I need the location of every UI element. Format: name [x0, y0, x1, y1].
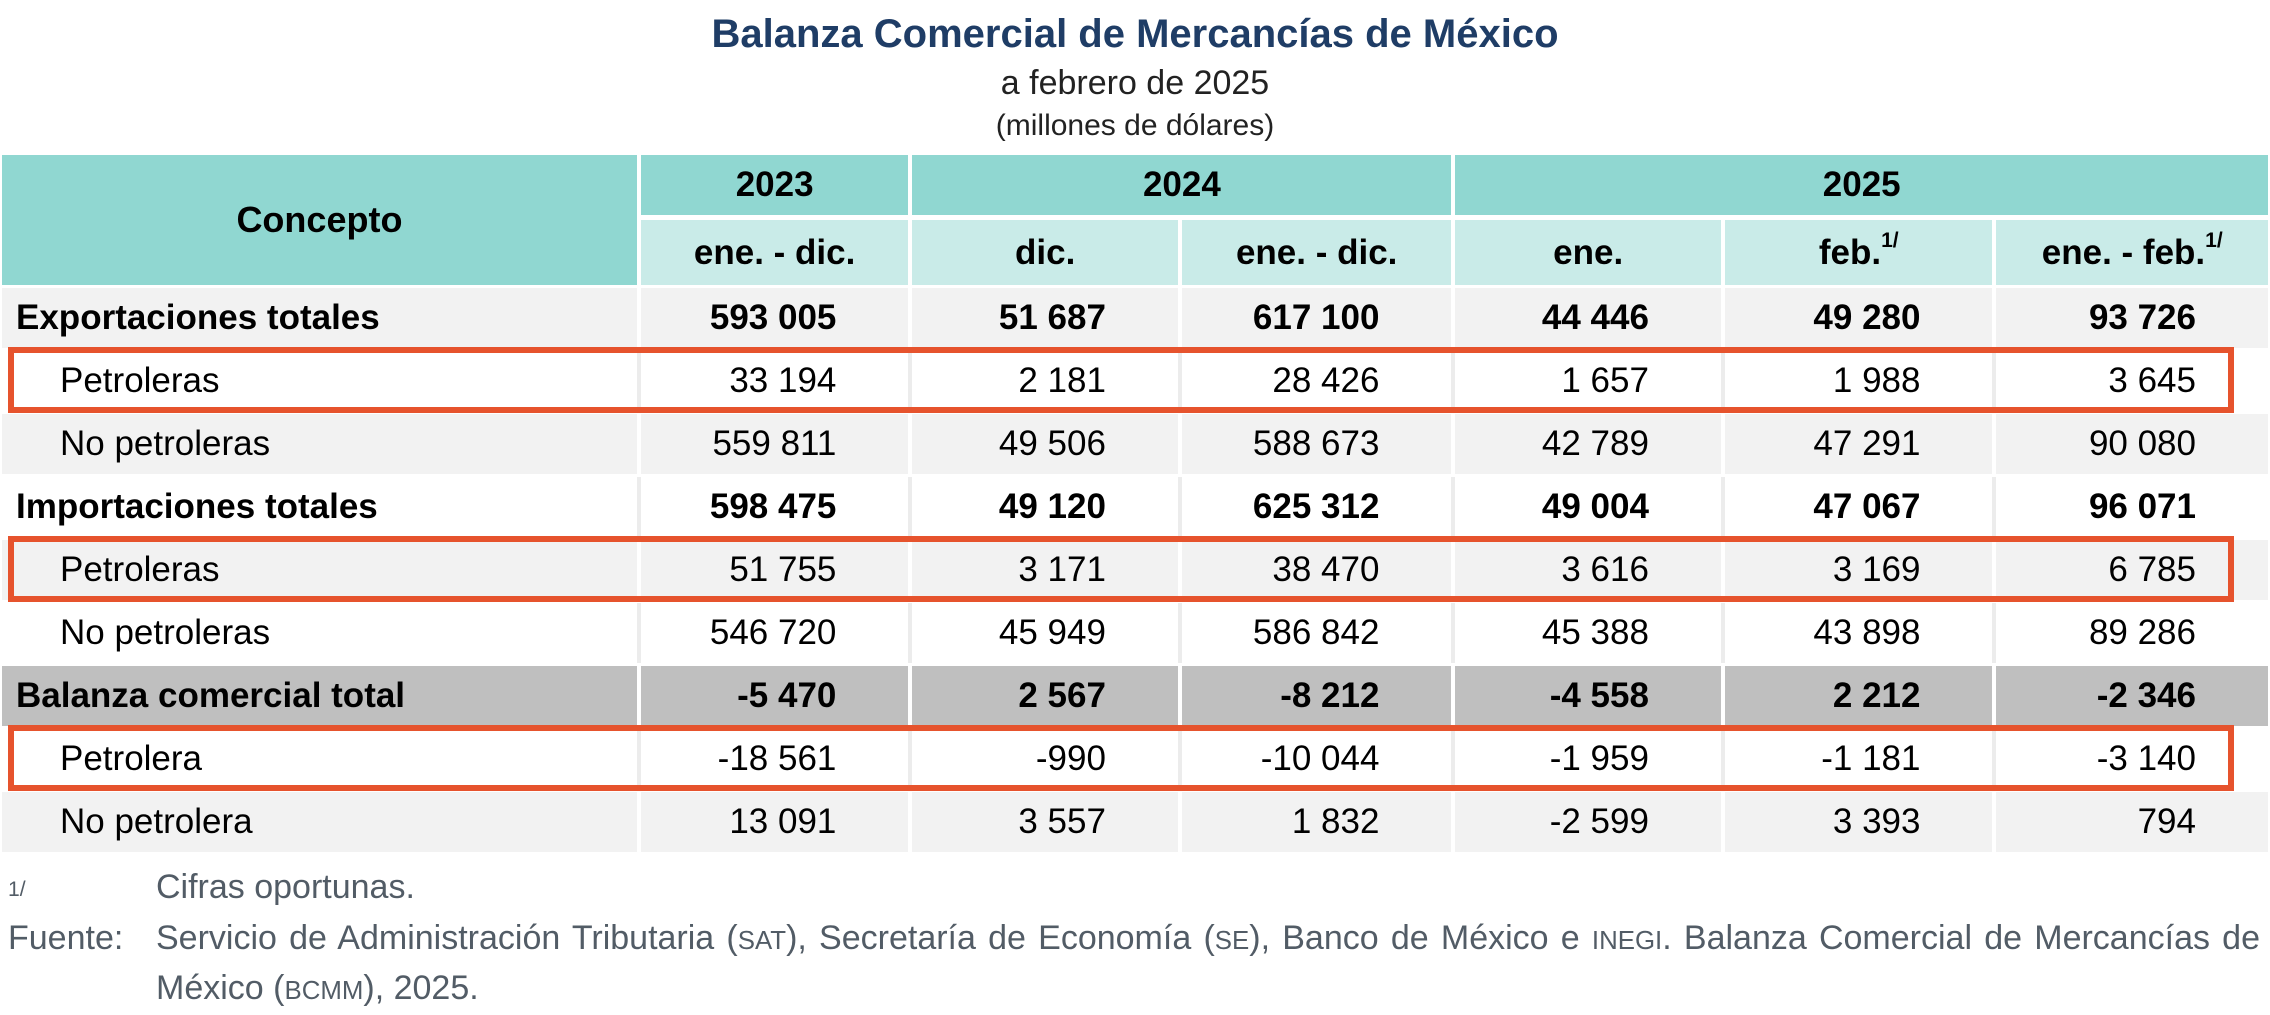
- source-label: Fuente:: [8, 919, 124, 957]
- cell-value: 3 171: [908, 540, 1178, 600]
- row-label: Importaciones totales: [16, 487, 378, 526]
- header-period-dic-2024: dic.: [908, 215, 1178, 285]
- cell-value: 42 789: [1451, 414, 1721, 474]
- source-line: Fuente: Servicio de Administración Tribu…: [8, 915, 2260, 1015]
- cell-value: -2 346: [1992, 666, 2268, 726]
- cell-value: -4 558: [1451, 666, 1721, 726]
- cell-value: 38 470: [1177, 540, 1452, 600]
- cell-value: 1 657: [1451, 351, 1721, 411]
- cell-value: 794: [1992, 792, 2268, 852]
- cell-value: 593 005: [636, 288, 909, 348]
- trade-balance-table: Concepto 2023 2024 2025 ene. - dic. dic.…: [2, 155, 2268, 852]
- table-row-exportaciones-petroleras-highlighted: Petroleras 33 194 2 181 28 426 1 657 1 9…: [2, 347, 2268, 413]
- cell-value: 93 726: [1992, 288, 2268, 348]
- header-period-feb-2025: feb. 1/: [1720, 215, 1993, 285]
- cell-value: 559 811: [636, 414, 909, 474]
- footnotes-block: 1/ Cifras oportunas. Fuente: Servicio de…: [8, 864, 2260, 1015]
- cell-value: 2 567: [908, 666, 1178, 726]
- cell-value: 47 067: [1720, 477, 1993, 537]
- row-label: No petroleras: [60, 424, 271, 463]
- header-year-2024: 2024: [908, 155, 1452, 215]
- cell-value: 3 169: [1720, 540, 1993, 600]
- cell-value: 49 280: [1720, 288, 1993, 348]
- cell-value: 51 687: [908, 288, 1178, 348]
- cell-value: 546 720: [636, 603, 909, 663]
- header-year-2023: 2023: [636, 155, 909, 215]
- table-row-importaciones-totales: Importaciones totales 598 475 49 120 625…: [2, 474, 2268, 537]
- cell-value: 2 212: [1720, 666, 1993, 726]
- source-text: Servicio de Administración Tributaria (S…: [156, 919, 2261, 1007]
- row-label: No petroleras: [60, 613, 271, 652]
- cell-value: 3 616: [1451, 540, 1721, 600]
- cell-value: 2 181: [908, 351, 1178, 411]
- cell-value: 43 898: [1720, 603, 1993, 663]
- cell-value: 90 080: [1992, 414, 2268, 474]
- cell-value: 45 388: [1451, 603, 1721, 663]
- footnote-superscript: 1/: [1881, 228, 1899, 252]
- cell-value: -1 959: [1451, 729, 1721, 789]
- row-label: Petrolera: [60, 739, 203, 778]
- cell-value: 49 120: [908, 477, 1178, 537]
- header-period-ene-feb-2025: ene. - feb. 1/: [1992, 215, 2268, 285]
- header-period-ene-dic-2023: ene. - dic.: [636, 215, 909, 285]
- header-year-2025: 2025: [1451, 155, 2268, 215]
- table-row-importaciones-no-petroleras: No petroleras 546 720 45 949 586 842 45 …: [2, 600, 2268, 663]
- cell-value: 13 091: [636, 792, 909, 852]
- cell-value: 6 785: [1992, 540, 2268, 600]
- cell-value: 3 645: [1992, 351, 2268, 411]
- cell-value: -1 181: [1720, 729, 1993, 789]
- cell-value: 45 949: [908, 603, 1178, 663]
- footnote-marker: 1/: [8, 877, 26, 901]
- row-label: Petroleras: [60, 550, 220, 589]
- row-label: Petroleras: [60, 361, 220, 400]
- cell-value: 617 100: [1177, 288, 1452, 348]
- table-row-importaciones-petroleras-highlighted: Petroleras 51 755 3 171 38 470 3 616 3 1…: [2, 536, 2268, 602]
- cell-value: -2 599: [1451, 792, 1721, 852]
- footnote-text: Cifras oportunas.: [156, 868, 415, 906]
- table-header: Concepto 2023 2024 2025 ene. - dic. dic.…: [2, 155, 2268, 285]
- cell-value: -8 212: [1177, 666, 1452, 726]
- cell-value: 586 842: [1177, 603, 1452, 663]
- cell-value: 3 557: [908, 792, 1178, 852]
- cell-value: -5 470: [636, 666, 909, 726]
- title-block: Balanza Comercial de Mercancías de Méxic…: [0, 0, 2270, 146]
- table-row-balanza-comercial-total: Balanza comercial total -5 470 2 567 -8 …: [2, 663, 2268, 726]
- cell-value: 598 475: [636, 477, 909, 537]
- cell-value: 625 312: [1177, 477, 1452, 537]
- cell-value: -18 561: [636, 729, 909, 789]
- header-period-ene-2025: ene.: [1451, 215, 1721, 285]
- page-subtitle: a febrero de 2025: [1000, 64, 1270, 102]
- footnote-line: 1/ Cifras oportunas.: [8, 864, 2260, 915]
- cell-value: 3 393: [1720, 792, 1993, 852]
- cell-value: 96 071: [1992, 477, 2268, 537]
- cell-value: 49 004: [1451, 477, 1721, 537]
- row-label: Exportaciones totales: [16, 298, 380, 337]
- cell-value: 49 506: [908, 414, 1178, 474]
- cell-value: 1 988: [1720, 351, 1993, 411]
- cell-value: -990: [908, 729, 1178, 789]
- table-row-exportaciones-no-petroleras: No petroleras 559 811 49 506 588 673 42 …: [2, 411, 2268, 474]
- footnote-superscript: 1/: [2205, 228, 2223, 252]
- cell-value: 89 286: [1992, 603, 2268, 663]
- cell-value: 47 291: [1720, 414, 1993, 474]
- table-row-balanza-petrolera-highlighted: Petrolera -18 561 -990 -10 044 -1 959 -1…: [2, 725, 2268, 791]
- table-row-balanza-no-petrolera: No petrolera 13 091 3 557 1 832 -2 599 3…: [2, 789, 2268, 852]
- cell-value: 51 755: [636, 540, 909, 600]
- cell-value: 44 446: [1451, 288, 1721, 348]
- cell-value: 1 832: [1177, 792, 1452, 852]
- cell-value: -3 140: [1992, 729, 2268, 789]
- row-label: No petrolera: [60, 802, 253, 841]
- cell-value: 588 673: [1177, 414, 1452, 474]
- header-concepto: Concepto: [2, 155, 637, 285]
- cell-value: 33 194: [636, 351, 909, 411]
- row-label: Balanza comercial total: [16, 676, 406, 715]
- page-unit-label: (millones de dólares): [995, 109, 1275, 142]
- cell-value: -10 044: [1177, 729, 1452, 789]
- table-row-exportaciones-totales: Exportaciones totales 593 005 51 687 617…: [2, 285, 2268, 348]
- header-period-ene-dic-2024: ene. - dic.: [1177, 215, 1452, 285]
- page-title: Balanza Comercial de Mercancías de Méxic…: [711, 12, 1559, 56]
- cell-value: 28 426: [1177, 351, 1452, 411]
